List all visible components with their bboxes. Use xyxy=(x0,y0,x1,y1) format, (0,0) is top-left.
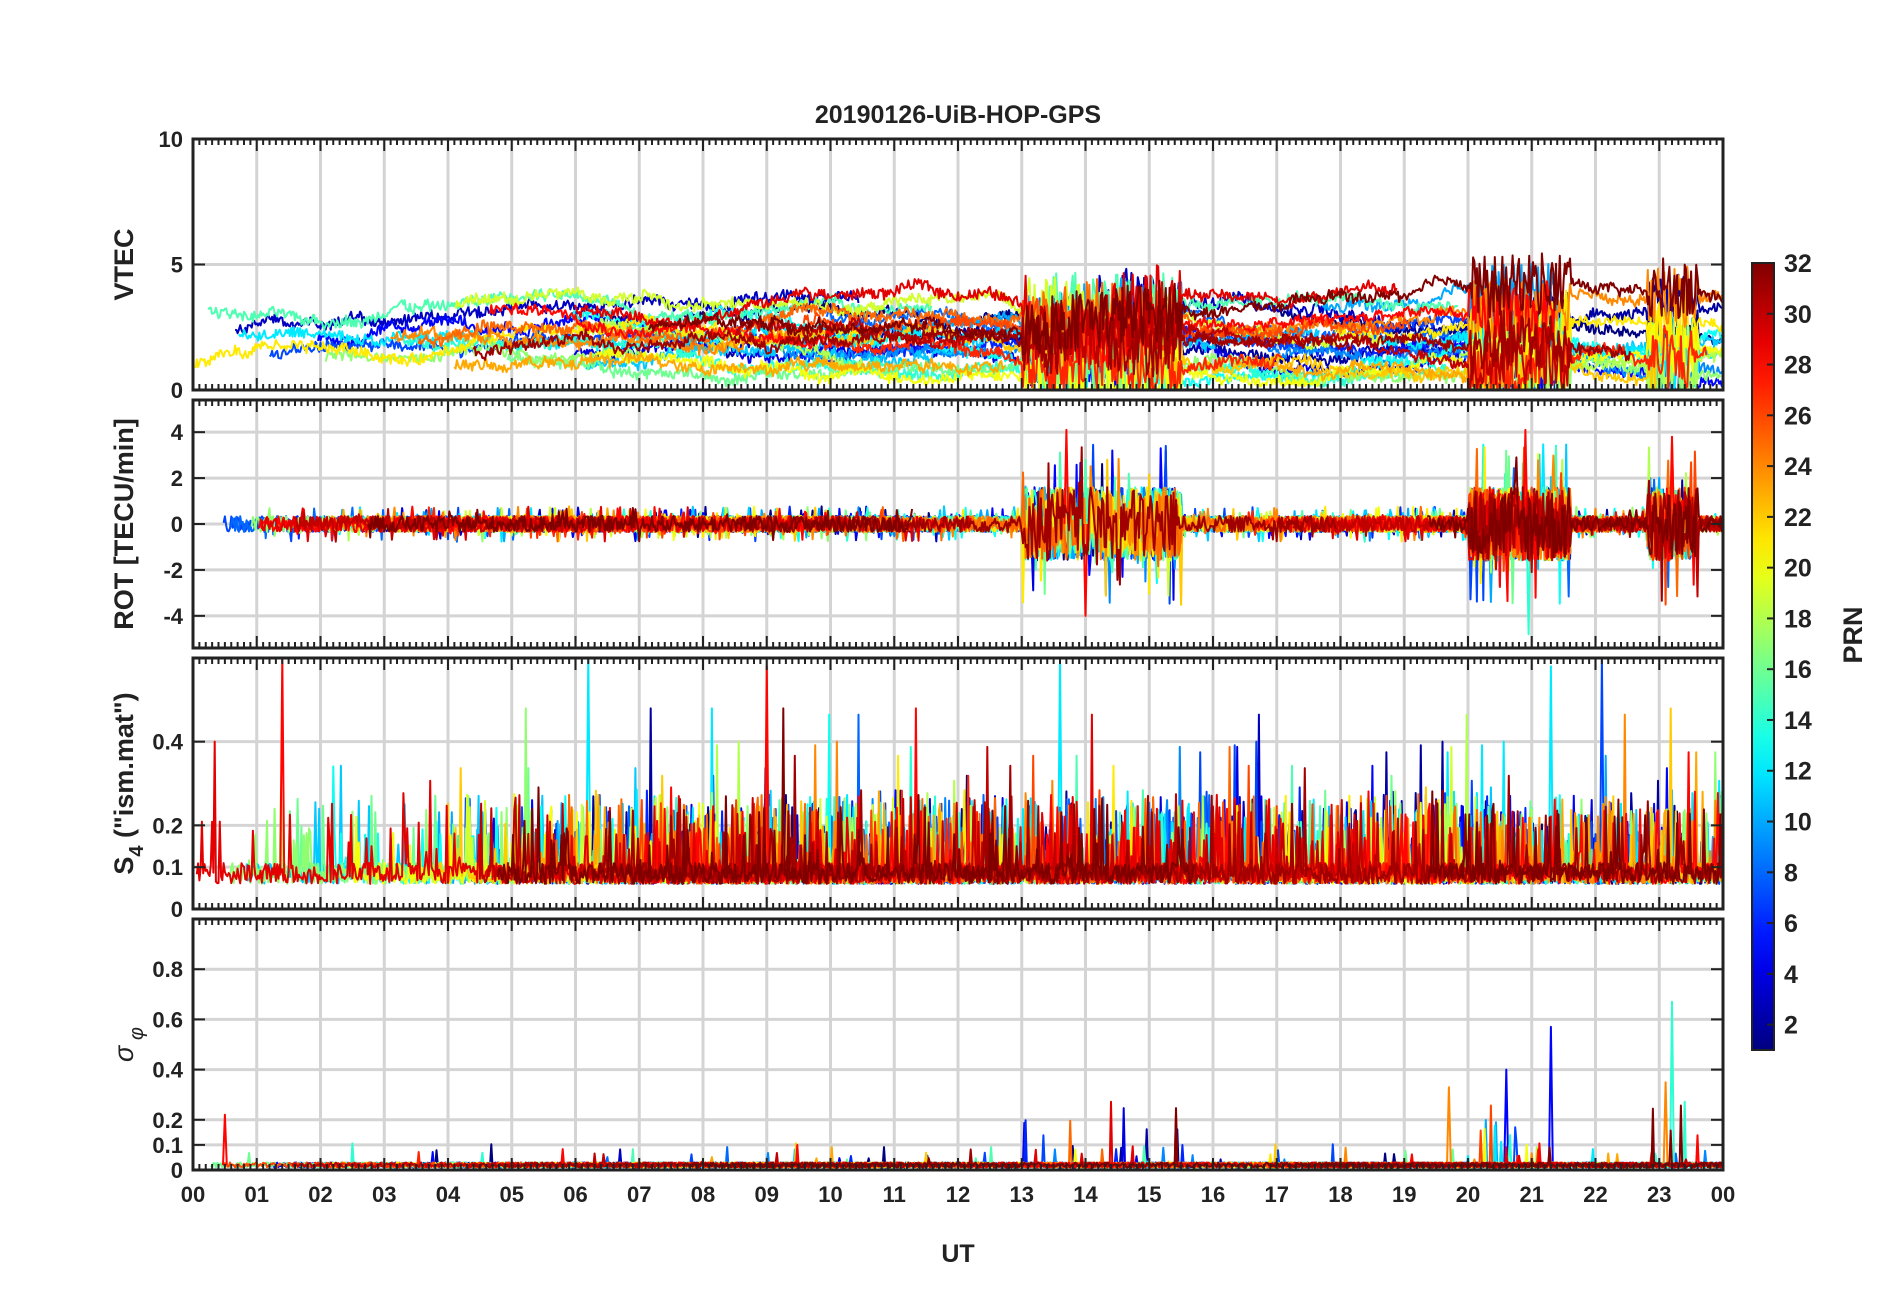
y-tick-label: 0 xyxy=(171,378,183,403)
colorbar-tick-label: 30 xyxy=(1784,301,1812,329)
y-axis-label: σ φ xyxy=(109,1027,148,1062)
y-axis-label-part: σ xyxy=(109,1044,139,1062)
y-tick-label: 0.8 xyxy=(152,957,183,982)
x-tick-label: 03 xyxy=(372,1182,396,1207)
series-line-prn-23 xyxy=(453,345,1508,390)
series-line-prn-31 xyxy=(472,306,1631,381)
series-line-prn-32 xyxy=(496,707,1722,885)
y-tick-label: 0.2 xyxy=(152,1108,183,1133)
y-axis-label-part: S xyxy=(109,857,139,875)
y-tick-label: 0.6 xyxy=(152,1007,183,1032)
x-tick-label: 23 xyxy=(1647,1182,1671,1207)
x-tick-label: 18 xyxy=(1328,1182,1352,1207)
y-axis-label: S4 ("ism.mat") xyxy=(109,692,148,874)
x-tick-label: 22 xyxy=(1583,1182,1607,1207)
x-tick-label: 05 xyxy=(500,1182,524,1207)
y-tick-label: 0.2 xyxy=(152,813,183,838)
x-tick-label: 10 xyxy=(818,1182,842,1207)
series-group xyxy=(194,252,1723,390)
colorbar-tick-label: 12 xyxy=(1784,758,1812,786)
x-tick-label: 15 xyxy=(1137,1182,1161,1207)
y-axis-label-part: ("ism.mat") xyxy=(109,692,139,845)
series-line-prn-32 xyxy=(366,456,1723,561)
colorbar-tick-label: 28 xyxy=(1784,352,1812,380)
y-tick-label: 0 xyxy=(171,512,183,537)
y-tick-label: 0 xyxy=(171,897,183,922)
panel-frame xyxy=(191,398,1725,650)
y-tick-label: 4 xyxy=(171,420,184,445)
colorbar-tick-label: 18 xyxy=(1784,605,1812,633)
x-tick-label: 19 xyxy=(1392,1182,1416,1207)
x-tick-label: 21 xyxy=(1520,1182,1544,1207)
colorbar-tick-label: 8 xyxy=(1784,859,1798,887)
y-axis-label-part: 4 xyxy=(126,845,148,857)
x-tick-label: 02 xyxy=(308,1182,332,1207)
colorbar-tick-label: 16 xyxy=(1784,656,1812,684)
panel-s4: 00.10.20.4S4 ("ism.mat") xyxy=(109,656,1725,922)
colorbar-tick-label: 24 xyxy=(1784,453,1812,481)
y-tick-label: 0.4 xyxy=(152,1058,183,1083)
x-tick-label: 06 xyxy=(563,1182,587,1207)
series-line-prn-30 xyxy=(734,295,1574,390)
x-tick-label: 09 xyxy=(755,1182,779,1207)
y-tick-label: 0.1 xyxy=(152,855,183,880)
series-group xyxy=(222,428,1723,636)
y-tick-label: 0 xyxy=(171,1158,183,1183)
colorbar-tick-label: 22 xyxy=(1784,504,1812,532)
x-tick-label: 07 xyxy=(627,1182,651,1207)
x-tick-label: 16 xyxy=(1201,1182,1225,1207)
x-tick-label: 08 xyxy=(691,1182,715,1207)
x-tick-label: 01 xyxy=(245,1182,269,1207)
series-line-prn-32 xyxy=(647,252,1723,356)
x-tick-label: 13 xyxy=(1010,1182,1034,1207)
panel-sigma_phi: 00.10.2 0.4 0.6 0.8 σ φ xyxy=(109,917,1725,1183)
colorbar-label: PRN xyxy=(1838,606,1868,663)
y-axis-label: ROT [TECU/min] xyxy=(109,418,139,629)
colorbar-tick-label: 10 xyxy=(1784,809,1812,837)
y-tick-label: -2 xyxy=(163,558,183,583)
colorbar-tick-label: 32 xyxy=(1784,250,1812,278)
y-tick-label: 5 xyxy=(171,253,183,278)
colorbar-tick-label: 6 xyxy=(1784,910,1798,938)
panel-rot: -4 -2 0 2 4 ROT [TECU/min] xyxy=(109,398,1725,650)
y-axis-label-part: φ xyxy=(126,1027,148,1046)
x-tick-label: 00 xyxy=(1711,1182,1735,1207)
x-tick-label: 17 xyxy=(1265,1182,1289,1207)
panel-frame xyxy=(191,917,1725,1172)
x-tick-label: 20 xyxy=(1456,1182,1480,1207)
y-axis-label: VTEC xyxy=(109,228,139,300)
y-tick-label: -4 xyxy=(163,604,183,629)
x-axis: 00 01 02 03 04 05 06 07 08 09 10 11 12 13 14 15 16 17 18 19… xyxy=(181,1182,1735,1207)
chart-title: 20190126-UiB-HOP-GPS xyxy=(815,101,1101,129)
y-tick-label: 2 xyxy=(171,466,183,491)
x-tick-label: 14 xyxy=(1073,1182,1098,1207)
x-axis-label: UT xyxy=(941,1240,974,1268)
panel-vtec: 0 5 10 VTEC xyxy=(109,127,1725,403)
x-tick-label: 11 xyxy=(883,1182,906,1207)
x-tick-label: 00 xyxy=(181,1182,205,1207)
colorbar-bar xyxy=(1751,262,1775,1051)
y-tick-label: 10 xyxy=(159,127,183,152)
y-tick-label: 0.1 xyxy=(152,1133,183,1158)
panel-frame xyxy=(191,656,1725,911)
panel-frame xyxy=(191,137,1725,392)
colorbar-tick-label: 14 xyxy=(1784,707,1812,735)
colorbar-tick-label: 20 xyxy=(1784,555,1812,583)
colorbar-tick-label: 2 xyxy=(1784,1012,1798,1040)
colorbar-tick-label: 4 xyxy=(1784,961,1798,989)
series-group xyxy=(195,658,1723,885)
x-tick-label: 12 xyxy=(946,1182,970,1207)
x-tick-label: 04 xyxy=(436,1182,461,1207)
y-tick-label: 0.4 xyxy=(152,730,183,755)
colorbar-tick-label: 26 xyxy=(1784,402,1812,430)
